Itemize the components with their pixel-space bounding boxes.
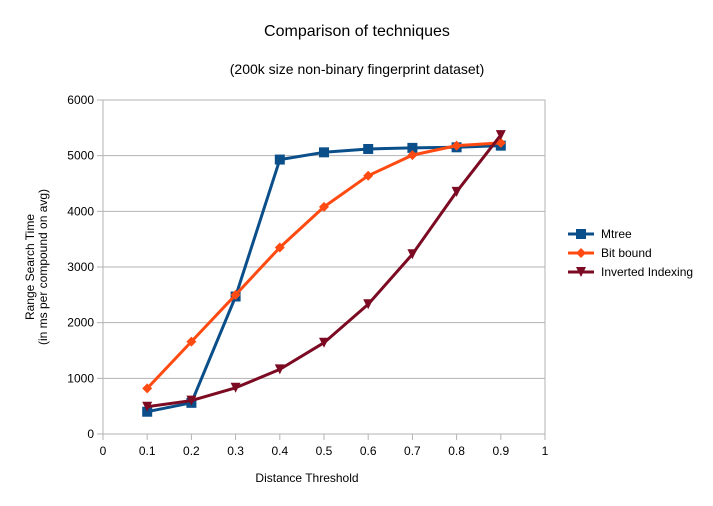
x-axis-label: Distance Threshold (255, 471, 358, 485)
x-tick-label: 0.6 (360, 444, 377, 458)
y-tick-label: 3000 (67, 260, 94, 274)
data-point-inverted-indexing (142, 401, 153, 412)
legend-item-inverted-indexing: Inverted Indexing (568, 265, 693, 279)
y-tick-label: 4000 (67, 204, 94, 218)
data-point-inverted-indexing (230, 382, 241, 393)
legend-label: Mtree (601, 227, 632, 241)
data-point-bit-bound (407, 150, 418, 161)
series-inverted-indexing (142, 130, 506, 412)
x-tick-label: 0.4 (271, 444, 288, 458)
legend: Mtree Bit bound Inverted Indexing (568, 227, 693, 279)
legend-label: Bit bound (601, 246, 652, 260)
series-mtree (142, 140, 506, 417)
series-bit-bound (142, 137, 506, 394)
x-tick-label: 0.3 (227, 444, 244, 458)
data-point-bit-bound (451, 140, 462, 151)
y-tick-label: 6000 (67, 93, 94, 107)
chart-title: Comparison of techniques (264, 23, 450, 40)
x-tick-label: 0.2 (183, 444, 200, 458)
data-point-bit-bound (363, 170, 374, 181)
legend-swatch-marker (576, 229, 586, 239)
legend-swatch-marker (576, 248, 586, 258)
y-axis-label-line2: (in ms per compound on avg) (36, 189, 50, 345)
x-tick-label: 0.7 (404, 444, 421, 458)
legend-item-bit-bound: Bit bound (568, 246, 652, 260)
data-point-inverted-indexing (495, 130, 506, 141)
y-axis-label-line1: Range Search Time (23, 214, 37, 320)
y-tick-label: 5000 (67, 149, 94, 163)
data-point-inverted-indexing (186, 395, 197, 406)
data-point-mtree (319, 147, 329, 158)
x-tick-label: 0 (100, 444, 107, 458)
data-point-inverted-indexing (407, 249, 418, 260)
x-tick-label: 0.8 (448, 444, 465, 458)
y-tick-label: 1000 (67, 371, 94, 385)
legend-label: Inverted Indexing (601, 265, 693, 279)
legend-swatch-marker (576, 267, 586, 277)
y-axis-label: Range Search Time (in ms per compound on… (23, 189, 50, 345)
data-point-mtree (274, 154, 285, 165)
data-point-bit-bound (186, 336, 197, 347)
series-line-bit-bound (146, 141, 501, 390)
series-line-inverted-indexing (146, 134, 502, 409)
data-point-inverted-indexing (319, 337, 329, 348)
data-point-bit-bound (274, 242, 285, 253)
chart-subtitle: (200k size non-binary fingerprint datase… (230, 61, 484, 77)
axis-ticks: 0 1000 2000 3000 4000 5000 6000 0 0.1 0.2 0.3 0.4 0.… (67, 93, 548, 458)
data-point-mtree (363, 143, 374, 154)
x-tick-label: 0.9 (492, 444, 509, 458)
data-point-inverted-indexing (363, 299, 374, 310)
data-point-mtree (407, 142, 418, 153)
data-point-mtree (142, 406, 153, 417)
legend-item-mtree: Mtree (568, 227, 632, 241)
series-line-mtree (146, 144, 501, 414)
y-tick-label: 2000 (67, 316, 94, 330)
x-tick-label: 1 (542, 444, 549, 458)
series-layer (142, 130, 506, 417)
data-point-bit-bound (230, 289, 241, 300)
x-tick-label: 0.1 (139, 444, 156, 458)
data-point-inverted-indexing (451, 186, 462, 197)
y-tick-label: 0 (87, 427, 94, 441)
x-tick-label: 0.5 (316, 444, 333, 458)
data-point-bit-bound (319, 201, 329, 212)
data-point-bit-bound (142, 383, 153, 394)
data-point-inverted-indexing (274, 364, 285, 375)
